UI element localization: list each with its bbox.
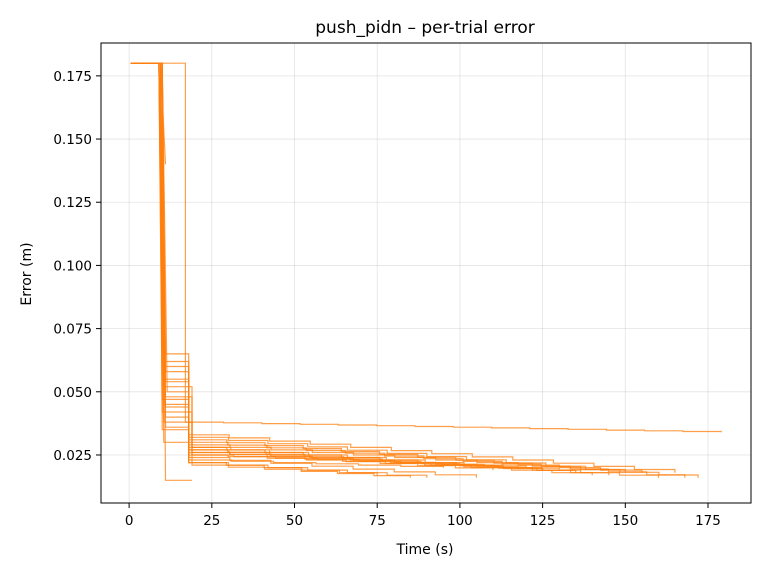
series-line-16 [130,62,378,476]
x-tick-label: 150 [612,513,638,529]
ticks: 0 25 50 75 100 125 150 175 0.025 0.050 0.075 0.100 0… [53,69,721,529]
x-tick-label: 50 [286,513,303,529]
series-line-10 [130,62,411,478]
y-tick-label: 0.075 [53,322,92,338]
y-tick-label: 0.025 [53,448,92,464]
series-line-13 [130,62,610,476]
x-tick-label: 175 [695,513,721,529]
y-tick-label: 0.150 [53,132,92,148]
series-line-1 [130,62,676,473]
plot-frame [100,42,752,504]
series-line-2 [130,62,699,478]
y-axis-label: Error (m) [19,242,35,305]
series-line-20 [130,62,544,471]
y-tick-label: 0.175 [53,69,92,85]
series-line-9 [130,62,428,478]
x-tick-label: 100 [447,513,473,529]
series-line-15 [130,62,444,468]
series-line-11 [130,62,643,473]
y-tick-label: 0.050 [53,385,92,401]
series-line-4 [130,62,626,473]
x-axis-label: Time (s) [396,542,454,558]
x-tick-label: 125 [530,513,556,529]
x-tick-label: 0 [125,513,134,529]
series-group [130,62,722,481]
series-line-8 [130,62,477,478]
grid [101,43,751,503]
series-line-12 [130,62,686,478]
y-tick-label: 0.125 [53,195,92,211]
y-tick-label: 0.100 [53,258,92,274]
series-line-3 [130,62,659,478]
x-tick-label: 75 [369,513,386,529]
series-line-0 [130,62,722,433]
chart-title: push_pidn – per-trial error [315,18,534,38]
x-tick-label: 25 [203,513,220,529]
series-line-5 [130,62,593,476]
series-line-6 [130,62,560,471]
series-line-19 [130,62,577,473]
